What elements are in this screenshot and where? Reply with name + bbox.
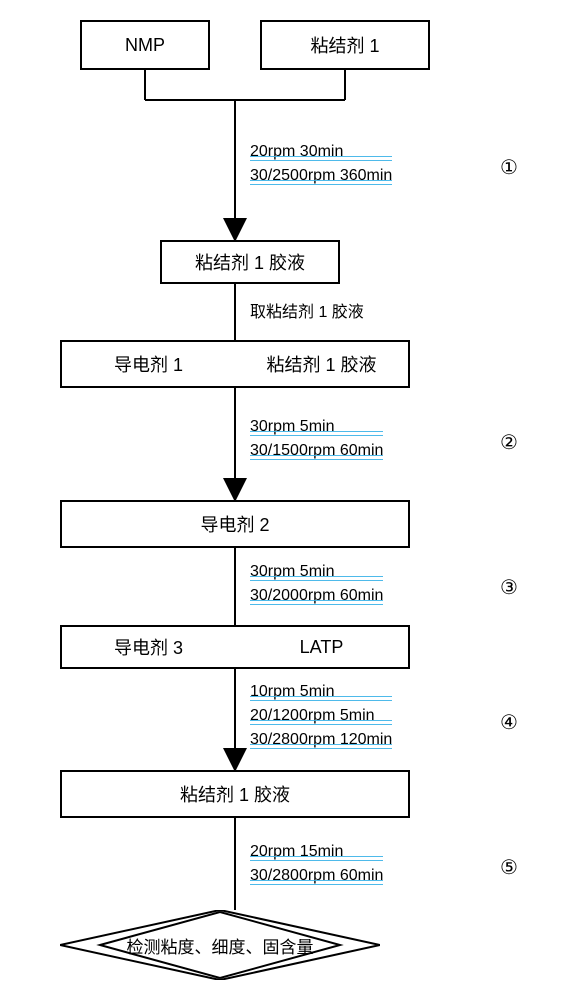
binder1-solution-label-3: 粘结剂 1 胶液: [180, 781, 290, 807]
step5-params: 20rpm 15min 30/2800rpm 60min: [250, 840, 383, 888]
step1-params: 20rpm 30min 30/2500rpm 360min: [250, 140, 392, 188]
step1-number: ①: [500, 155, 518, 180]
conductive2-box: 导电剂 2: [60, 500, 410, 548]
conductive1-mix-box: 导电剂 1 粘结剂 1 胶液: [60, 340, 410, 388]
conductive3-latp-box: 导电剂 3 LATP: [60, 625, 410, 669]
final-test-label: 检测粘度、细度、固含量: [127, 933, 314, 958]
step3-number: ③: [500, 575, 518, 600]
input-binder1-box: 粘结剂 1: [260, 20, 430, 70]
input-binder1-label: 粘结剂 1: [310, 32, 379, 58]
conductive3-label: 导电剂 3: [62, 627, 235, 667]
binder1-solution-box: 粘结剂 1 胶液: [160, 240, 340, 284]
binder1-solution-label-2: 粘结剂 1 胶液: [235, 342, 408, 386]
take-solution-label: 取粘结剂 1 胶液: [250, 298, 364, 322]
binder1-solution-box-2: 粘结剂 1 胶液: [60, 770, 410, 818]
step5-number: ⑤: [500, 855, 518, 880]
step4-params: 10rpm 5min 20/1200rpm 5min 30/2800rpm 12…: [250, 680, 392, 752]
step2-params: 30rpm 5min 30/1500rpm 60min: [250, 415, 383, 463]
binder1-solution-label: 粘结剂 1 胶液: [195, 249, 305, 275]
conductive2-label: 导电剂 2: [200, 511, 269, 537]
step4-number: ④: [500, 710, 518, 735]
latp-label: LATP: [235, 627, 408, 667]
final-test-diamond: 检测粘度、细度、固含量: [60, 910, 380, 980]
input-nmp-label: NMP: [125, 35, 165, 56]
step2-number: ②: [500, 430, 518, 455]
input-nmp-box: NMP: [80, 20, 210, 70]
step3-params: 30rpm 5min 30/2000rpm 60min: [250, 560, 383, 608]
conductive1-label: 导电剂 1: [62, 342, 235, 386]
